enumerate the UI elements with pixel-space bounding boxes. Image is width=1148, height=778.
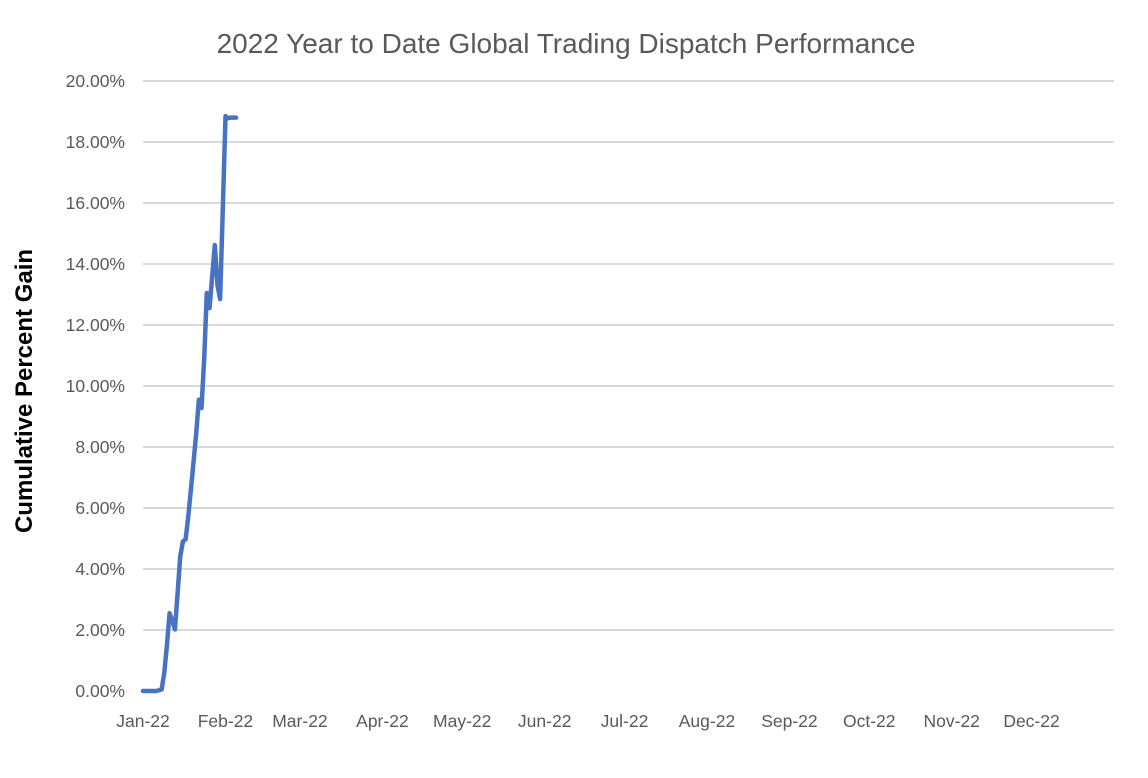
- x-tick-label: Feb-22: [197, 711, 254, 731]
- x-tick-label: Mar-22: [272, 711, 328, 731]
- x-tick-label: Apr-22: [356, 711, 409, 731]
- x-tick-label: Jul-22: [600, 711, 649, 731]
- x-tick-label: Oct-22: [842, 711, 896, 731]
- y-tick-label: 20.00%: [65, 71, 125, 91]
- x-tick-label: Jan-22: [116, 711, 170, 731]
- y-tick-label: 18.00%: [65, 132, 125, 152]
- x-tick-label: Jun-22: [517, 711, 572, 731]
- x-tick-label: Dec-22: [1003, 711, 1060, 731]
- x-tick-label: Nov-22: [923, 711, 980, 731]
- x-tick-label: May-22: [433, 711, 492, 731]
- x-tick-label: Sep-22: [761, 711, 818, 731]
- y-tick-label: 2.00%: [75, 620, 125, 640]
- y-tick-label: 10.00%: [65, 376, 125, 396]
- y-tick-label: 8.00%: [75, 437, 125, 457]
- y-tick-label: 6.00%: [75, 498, 125, 518]
- y-tick-label: 12.00%: [65, 315, 125, 335]
- y-tick-label: 4.00%: [75, 559, 125, 579]
- data-series-line: [140, 113, 239, 694]
- chart-title: 2022 Year to Date Global Trading Dispatc…: [216, 28, 916, 59]
- y-tick-label: 0.00%: [75, 681, 125, 701]
- x-tick-label: Aug-22: [678, 711, 736, 731]
- gridlines: [143, 80, 1114, 631]
- y-tick-label: 16.00%: [65, 193, 125, 213]
- y-tick-label: 14.00%: [65, 254, 125, 274]
